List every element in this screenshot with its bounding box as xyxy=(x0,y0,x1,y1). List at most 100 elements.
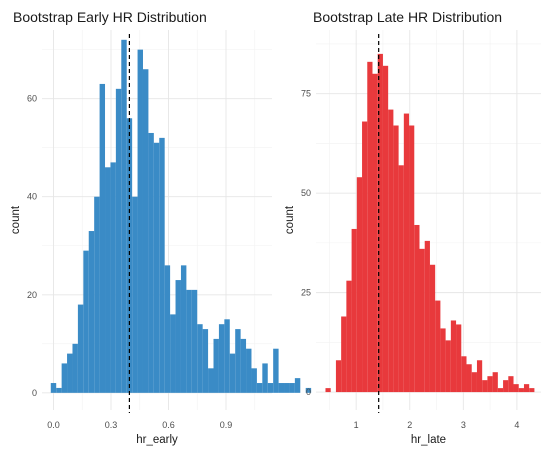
x-tick-label: 3 xyxy=(461,420,466,430)
histogram-bar xyxy=(435,300,441,393)
x-tick-label: 1 xyxy=(354,420,359,430)
y-tick-label: 75 xyxy=(301,89,311,99)
x-axis-label: hr_late xyxy=(411,434,446,446)
histogram-bar xyxy=(278,383,285,393)
histogram-bar xyxy=(492,372,498,393)
y-tick-label: 20 xyxy=(27,290,37,300)
histogram-bar xyxy=(513,384,519,393)
y-axis-label: count xyxy=(10,205,22,234)
histogram-bar xyxy=(50,383,57,393)
x-tick-label: 4 xyxy=(514,420,519,430)
histogram-bar xyxy=(56,387,62,393)
y-axis-label: count xyxy=(284,205,296,234)
histogram-bar xyxy=(440,328,446,393)
histogram-bar xyxy=(273,348,279,393)
histogram-bar xyxy=(518,388,524,393)
histogram-bar xyxy=(202,329,209,393)
histogram-bar xyxy=(393,125,399,393)
histogram-bar xyxy=(175,280,181,393)
histogram-bar xyxy=(487,376,493,393)
histogram-bar xyxy=(367,61,373,393)
histogram-bar xyxy=(346,280,352,393)
histogram-bar xyxy=(180,265,187,393)
x-tick-label: 2 xyxy=(407,420,412,430)
histogram-bar xyxy=(213,338,219,393)
histogram-bar xyxy=(262,363,268,393)
histogram-bar xyxy=(170,314,176,393)
histogram-bar xyxy=(110,162,116,393)
histogram-bar xyxy=(294,378,301,393)
histogram-bar xyxy=(115,88,122,393)
histogram-bar xyxy=(351,228,357,393)
histogram-bar xyxy=(529,388,535,393)
histogram-bar xyxy=(77,304,84,393)
histogram-bar xyxy=(67,353,73,393)
histogram-bar xyxy=(88,231,95,393)
histogram-bar xyxy=(341,316,347,393)
histogram-bar xyxy=(335,360,342,393)
histogram-bar xyxy=(419,248,425,393)
panel-late: 1 2 3 4 0 25 50 75 Bootstrap Late HR Distributio… xyxy=(284,9,541,446)
histogram-bar xyxy=(235,329,241,393)
histogram-bar xyxy=(197,324,203,393)
histogram-bar xyxy=(523,384,530,393)
histogram-bar xyxy=(398,165,404,393)
histogram-bar xyxy=(424,240,430,393)
histogram-bar xyxy=(229,353,236,393)
histogram-bar xyxy=(471,372,477,393)
histogram-bar xyxy=(256,383,263,393)
histogram-bar xyxy=(61,363,68,393)
histogram-bar xyxy=(409,125,415,393)
histogram-bar xyxy=(461,356,467,393)
histogram-bar xyxy=(362,121,368,393)
histogram-bar xyxy=(372,73,378,393)
y-tick-label: 25 xyxy=(301,288,311,298)
panel-early: 0.0 0.3 0.6 0.9 0 20 40 60 Bootstrap Early HR Di… xyxy=(10,9,312,446)
histogram-bar xyxy=(191,289,198,393)
histogram-bar xyxy=(476,360,483,393)
chart-title: Bootstrap Early HR Distribution xyxy=(13,9,207,25)
y-tick-label: 50 xyxy=(301,188,311,198)
histogram-bar xyxy=(83,250,89,393)
histogram-bar xyxy=(466,364,472,393)
histogram-bar xyxy=(164,265,171,393)
y-tick-label: 60 xyxy=(27,94,37,104)
x-tick-label: 0.3 xyxy=(105,420,118,430)
histogram-bar xyxy=(251,368,257,393)
histogram-bar xyxy=(450,320,457,393)
histogram-bar xyxy=(497,388,504,393)
histogram-bar xyxy=(186,289,192,393)
histogram-bar xyxy=(159,137,165,393)
histogram-bar xyxy=(94,196,100,393)
histogram-bar xyxy=(72,343,78,393)
histogram-bar xyxy=(142,69,149,393)
y-tick-label: 0 xyxy=(306,387,311,397)
histogram-bar xyxy=(377,53,383,393)
histogram-bar xyxy=(267,383,274,393)
histogram-bar xyxy=(503,380,509,393)
histogram-bar xyxy=(208,368,214,393)
x-tick-label: 0.6 xyxy=(162,420,175,430)
x-tick-label: 0.0 xyxy=(47,420,60,430)
histogram-bar xyxy=(305,387,312,393)
histogram-bar xyxy=(325,388,331,393)
histogram-bar xyxy=(240,338,247,393)
x-tick-label: 0.9 xyxy=(220,420,233,430)
histogram-bar xyxy=(508,376,514,393)
histogram-bar xyxy=(153,142,160,393)
histogram-bar xyxy=(224,319,230,393)
histogram-bar xyxy=(289,383,295,393)
histogram-bar xyxy=(121,39,127,393)
histogram-bar xyxy=(456,324,462,393)
x-axis-label: hr_early xyxy=(136,434,178,446)
histogram-bar xyxy=(356,177,363,393)
histogram-bar xyxy=(482,380,488,393)
histogram-bar xyxy=(403,113,410,393)
histogram-bar xyxy=(445,340,451,393)
histogram-bar xyxy=(218,324,225,393)
histogram-bar xyxy=(246,348,252,393)
histogram-bar xyxy=(388,109,394,393)
histogram-bar xyxy=(99,83,106,393)
histogram-bar xyxy=(148,132,154,393)
